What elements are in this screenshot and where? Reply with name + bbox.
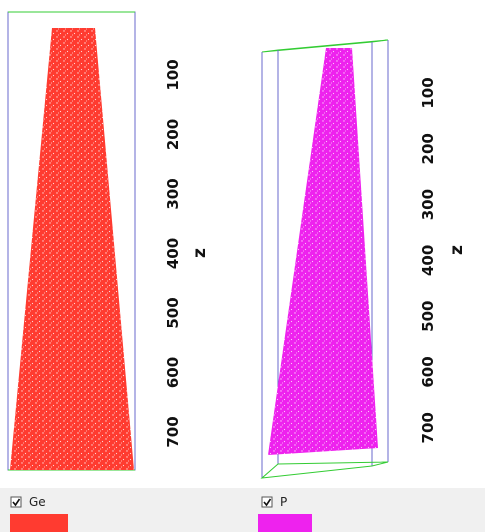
box-bottom — [262, 462, 388, 478]
z-axis-label: z — [190, 248, 210, 258]
z-tick-label: 700 — [164, 416, 182, 447]
legend-label: P — [280, 495, 287, 509]
box-top — [262, 40, 388, 52]
p-panel — [262, 40, 388, 478]
z-tick-label: 300 — [164, 178, 182, 209]
z-tick-label: 200 — [419, 133, 437, 164]
z-tick-label: 400 — [419, 245, 437, 276]
z-tick-label: 500 — [419, 301, 437, 332]
z-tick-label: 100 — [419, 77, 437, 108]
z-tick-label: 400 — [164, 238, 182, 269]
ge-point-cloud-texture — [10, 28, 134, 470]
reconstruction-view: Ge P 100 200 300 400 500 600 700 z 100 200 300 400 5… — [0, 0, 485, 532]
legend-swatch — [258, 514, 312, 532]
z-tick-label: 700 — [419, 412, 437, 443]
z-tick-label: 500 — [164, 297, 182, 328]
z-tick-label: 600 — [164, 357, 182, 388]
ge-panel — [8, 12, 135, 470]
z-axis-label: z — [447, 245, 467, 255]
z-tick-label: 100 — [164, 59, 182, 90]
legend-strip — [0, 488, 485, 532]
z-tick-label: 200 — [164, 119, 182, 150]
z-tick-label: 300 — [419, 189, 437, 220]
p-point-cloud-texture — [268, 48, 378, 455]
legend-swatch — [10, 514, 68, 532]
legend-label: Ge — [29, 495, 46, 509]
z-tick-label: 600 — [419, 356, 437, 387]
